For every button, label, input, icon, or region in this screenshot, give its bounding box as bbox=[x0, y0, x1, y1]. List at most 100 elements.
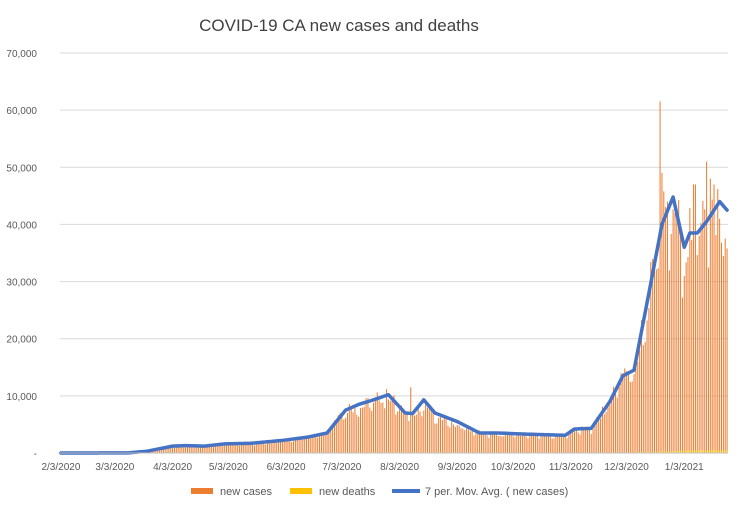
legend-swatch-deaths bbox=[290, 488, 312, 494]
case-bar bbox=[723, 256, 724, 453]
case-bar bbox=[481, 432, 482, 453]
case-bar bbox=[358, 417, 359, 453]
case-bar bbox=[343, 420, 344, 453]
case-bar bbox=[202, 447, 203, 453]
case-bar bbox=[379, 400, 380, 453]
case-bar bbox=[645, 342, 646, 453]
case-bar bbox=[308, 438, 309, 453]
case-bar bbox=[226, 445, 227, 453]
case-bar bbox=[637, 362, 638, 453]
case-bar bbox=[611, 395, 612, 453]
case-bar bbox=[570, 433, 571, 453]
case-bar bbox=[397, 411, 398, 453]
case-bar bbox=[384, 408, 385, 453]
case-bar bbox=[407, 411, 408, 453]
case-bar bbox=[369, 408, 370, 453]
case-bar bbox=[648, 308, 649, 453]
case-bar bbox=[466, 428, 467, 453]
case-bar bbox=[345, 418, 346, 453]
case-bar bbox=[552, 439, 553, 453]
case-bar bbox=[526, 436, 527, 453]
case-bar bbox=[624, 368, 625, 453]
x-tick-label: 10/3/2020 bbox=[491, 462, 536, 473]
case-bar bbox=[488, 438, 489, 453]
case-bar bbox=[382, 403, 383, 453]
case-bar bbox=[721, 243, 722, 453]
y-tick-label: 20,000 bbox=[6, 335, 37, 346]
case-bar bbox=[665, 207, 666, 453]
case-bar bbox=[189, 447, 190, 453]
case-bar bbox=[433, 413, 434, 453]
case-bar bbox=[354, 405, 355, 453]
case-bar bbox=[576, 428, 577, 453]
case-bar bbox=[691, 240, 692, 453]
case-bar bbox=[420, 412, 421, 453]
case-bar bbox=[652, 259, 653, 453]
y-tick-label: 40,000 bbox=[6, 220, 37, 231]
case-bar bbox=[412, 414, 413, 453]
case-bar bbox=[617, 398, 618, 453]
case-bar bbox=[457, 425, 458, 453]
case-bar bbox=[267, 443, 268, 453]
x-tick-label: 4/3/2020 bbox=[153, 462, 192, 473]
case-bar bbox=[661, 173, 662, 453]
case-bar bbox=[462, 429, 463, 453]
legend: new cases new deaths 7 per. Mov. Avg. ( … bbox=[191, 486, 568, 498]
case-bar bbox=[708, 268, 709, 453]
x-tick-label: 11/3/2020 bbox=[549, 462, 593, 473]
x-tick-label: 12/3/2020 bbox=[604, 462, 649, 473]
case-bar bbox=[386, 389, 387, 453]
case-bar bbox=[434, 424, 435, 453]
case-bar bbox=[360, 408, 361, 453]
case-bar bbox=[490, 432, 491, 453]
case-bar bbox=[714, 184, 715, 453]
x-tick-label: 8/3/2020 bbox=[380, 462, 419, 473]
case-bar bbox=[429, 406, 430, 453]
case-bar bbox=[496, 434, 497, 453]
case-bar bbox=[425, 404, 426, 453]
case-bar bbox=[593, 429, 594, 453]
case-bar bbox=[673, 209, 674, 453]
case-bar bbox=[684, 276, 685, 453]
case-bar bbox=[423, 411, 424, 453]
case-bar bbox=[278, 442, 279, 453]
case-bar bbox=[704, 209, 705, 453]
case-bar bbox=[609, 405, 610, 453]
case-bar bbox=[444, 416, 445, 453]
case-bar bbox=[449, 428, 450, 453]
case-bar bbox=[550, 436, 551, 453]
case-bar bbox=[620, 373, 621, 453]
case-bar bbox=[239, 446, 240, 453]
case-bar bbox=[487, 435, 488, 453]
case-bar bbox=[291, 442, 292, 453]
case-bar bbox=[453, 425, 454, 453]
case-bar bbox=[446, 416, 447, 453]
case-bar bbox=[353, 412, 354, 453]
case-bar bbox=[615, 390, 616, 453]
x-tick-label: 2/3/2020 bbox=[41, 462, 80, 473]
case-bar bbox=[583, 428, 584, 453]
case-bar bbox=[472, 428, 473, 453]
case-bar bbox=[643, 345, 644, 453]
case-bar bbox=[628, 371, 629, 453]
case-bar bbox=[427, 408, 428, 453]
case-bar bbox=[304, 438, 305, 453]
case-bar bbox=[332, 426, 333, 453]
case-bar bbox=[567, 438, 568, 453]
case-bar bbox=[269, 442, 270, 453]
case-bar bbox=[438, 418, 439, 453]
legend-label-avg: 7 per. Mov. Avg. ( new cases) bbox=[425, 486, 568, 498]
case-bar bbox=[589, 429, 590, 453]
case-bar bbox=[414, 416, 415, 453]
case-bar bbox=[241, 445, 242, 453]
case-bar bbox=[501, 437, 502, 453]
case-bar bbox=[336, 420, 337, 453]
case-bar bbox=[578, 433, 579, 453]
case-bar bbox=[682, 298, 683, 453]
case-bar bbox=[271, 442, 272, 453]
case-bar bbox=[580, 435, 581, 453]
case-bar bbox=[635, 366, 636, 453]
case-bar bbox=[719, 219, 720, 453]
case-bar bbox=[176, 447, 177, 453]
